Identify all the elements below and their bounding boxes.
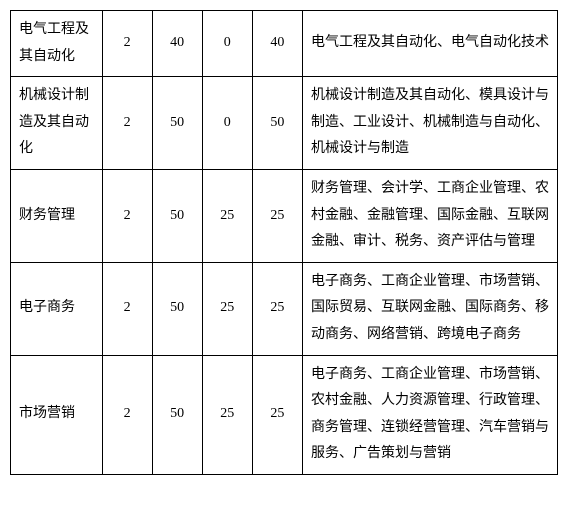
cell-c1: 2 <box>102 355 152 474</box>
cell-c2: 50 <box>152 77 202 170</box>
cell-c4: 25 <box>252 355 302 474</box>
cell-desc: 电子商务、工商企业管理、市场营销、国际贸易、互联网金融、国际商务、移动商务、网络… <box>302 262 557 355</box>
cell-desc: 电气工程及其自动化、电气自动化技术 <box>302 11 557 77</box>
cell-c2: 50 <box>152 169 202 262</box>
table-body: 电气工程及其自动化 2 40 0 40 电气工程及其自动化、电气自动化技术 机械… <box>11 11 558 475</box>
cell-c3: 25 <box>202 169 252 262</box>
cell-desc: 机械设计制造及其自动化、模具设计与制造、工业设计、机械制造与自动化、机械设计与制… <box>302 77 557 170</box>
program-table: 电气工程及其自动化 2 40 0 40 电气工程及其自动化、电气自动化技术 机械… <box>10 10 558 475</box>
cell-c1: 2 <box>102 77 152 170</box>
cell-c4: 50 <box>252 77 302 170</box>
cell-c4: 25 <box>252 169 302 262</box>
cell-name: 财务管理 <box>11 169 103 262</box>
cell-c2: 40 <box>152 11 202 77</box>
cell-c4: 40 <box>252 11 302 77</box>
table-row: 机械设计制造及其自动化 2 50 0 50 机械设计制造及其自动化、模具设计与制… <box>11 77 558 170</box>
cell-c3: 25 <box>202 262 252 355</box>
table-row: 电子商务 2 50 25 25 电子商务、工商企业管理、市场营销、国际贸易、互联… <box>11 262 558 355</box>
cell-c3: 0 <box>202 11 252 77</box>
cell-name: 电气工程及其自动化 <box>11 11 103 77</box>
cell-c2: 50 <box>152 355 202 474</box>
cell-c3: 25 <box>202 355 252 474</box>
table-row: 市场营销 2 50 25 25 电子商务、工商企业管理、市场营销、农村金融、人力… <box>11 355 558 474</box>
cell-c4: 25 <box>252 262 302 355</box>
cell-c2: 50 <box>152 262 202 355</box>
cell-c3: 0 <box>202 77 252 170</box>
cell-desc: 财务管理、会计学、工商企业管理、农村金融、金融管理、国际金融、互联网金融、审计、… <box>302 169 557 262</box>
cell-name: 电子商务 <box>11 262 103 355</box>
cell-c1: 2 <box>102 262 152 355</box>
cell-c1: 2 <box>102 11 152 77</box>
cell-name: 市场营销 <box>11 355 103 474</box>
cell-c1: 2 <box>102 169 152 262</box>
cell-name: 机械设计制造及其自动化 <box>11 77 103 170</box>
table-row: 电气工程及其自动化 2 40 0 40 电气工程及其自动化、电气自动化技术 <box>11 11 558 77</box>
table-row: 财务管理 2 50 25 25 财务管理、会计学、工商企业管理、农村金融、金融管… <box>11 169 558 262</box>
cell-desc: 电子商务、工商企业管理、市场营销、农村金融、人力资源管理、行政管理、商务管理、连… <box>302 355 557 474</box>
